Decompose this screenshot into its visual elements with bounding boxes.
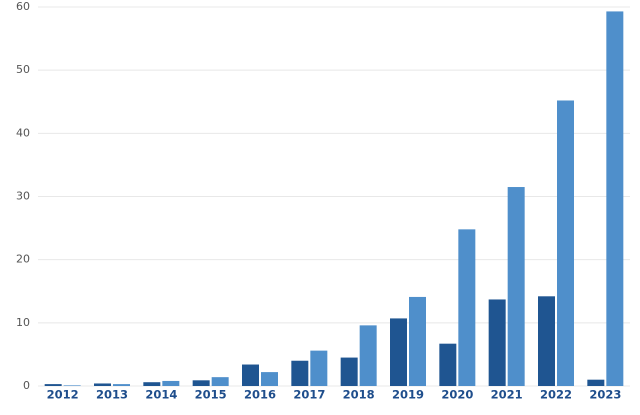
y-tick-label: 0 (23, 379, 30, 392)
bar (94, 383, 111, 386)
bar (291, 360, 309, 386)
bar (359, 325, 377, 386)
x-tick-label: 2022 (540, 388, 572, 402)
bar (261, 372, 278, 386)
bar (162, 380, 180, 386)
bar (192, 380, 210, 386)
x-tick-label: 2021 (491, 388, 523, 402)
x-tick-label: 2014 (145, 388, 177, 402)
x-tick-label: 2017 (293, 388, 325, 402)
bar (310, 350, 328, 386)
x-tick-label: 2023 (589, 388, 621, 402)
bar (44, 384, 62, 386)
bar (63, 385, 81, 386)
y-tick-label: 20 (16, 253, 30, 266)
bar (557, 100, 574, 386)
bar (587, 379, 605, 386)
bar (143, 382, 161, 386)
x-tick-label: 2020 (441, 388, 473, 402)
x-tick-label: 2016 (244, 388, 276, 402)
bar (439, 343, 457, 386)
bar (409, 296, 426, 386)
x-tick-label: 2012 (47, 388, 79, 402)
bar (538, 296, 555, 386)
bar (390, 318, 407, 386)
x-tick-label: 2013 (96, 388, 128, 402)
y-tick-label: 10 (16, 316, 30, 329)
x-tick-label: 2015 (195, 388, 227, 402)
y-tick-label: 50 (16, 63, 30, 76)
x-tick-label: 2018 (343, 388, 375, 402)
bar (340, 357, 358, 386)
bar (113, 384, 130, 386)
bar (458, 229, 476, 386)
bar (211, 377, 229, 386)
y-tick-label: 40 (16, 126, 30, 139)
bar (242, 364, 259, 386)
y-tick-label: 30 (16, 190, 30, 203)
x-tick-label: 2019 (392, 388, 424, 402)
y-tick-label: 60 (16, 0, 30, 13)
bar (488, 299, 506, 386)
bar (507, 187, 525, 386)
bar (606, 11, 624, 387)
